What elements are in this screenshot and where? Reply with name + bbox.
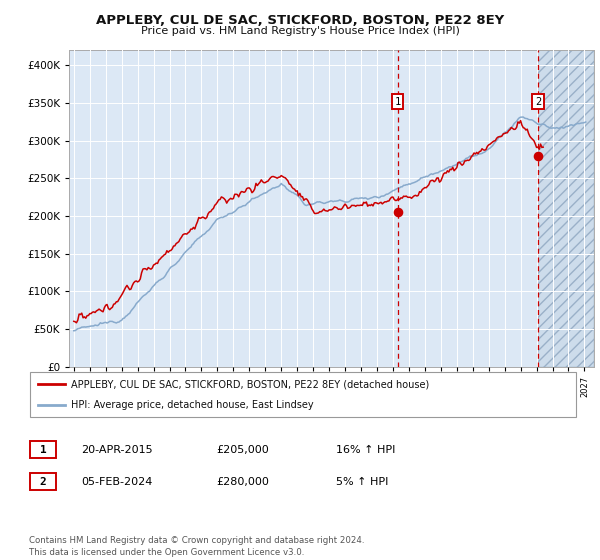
Text: APPLEBY, CUL DE SAC, STICKFORD, BOSTON, PE22 8EY (detached house): APPLEBY, CUL DE SAC, STICKFORD, BOSTON, … <box>71 380 429 390</box>
Text: 1: 1 <box>40 445 47 455</box>
Bar <box>538 50 594 367</box>
Text: 05-FEB-2024: 05-FEB-2024 <box>81 477 152 487</box>
Point <box>393 208 403 217</box>
Text: 1: 1 <box>394 97 401 106</box>
FancyBboxPatch shape <box>30 473 56 490</box>
Bar <box>538 50 594 367</box>
FancyBboxPatch shape <box>30 441 56 458</box>
Text: Price paid vs. HM Land Registry's House Price Index (HPI): Price paid vs. HM Land Registry's House … <box>140 26 460 36</box>
Text: HPI: Average price, detached house, East Lindsey: HPI: Average price, detached house, East… <box>71 400 314 410</box>
Text: 2: 2 <box>535 97 541 106</box>
FancyBboxPatch shape <box>30 372 576 417</box>
Text: 20-APR-2015: 20-APR-2015 <box>81 445 152 455</box>
Point <box>533 151 543 160</box>
Text: Contains HM Land Registry data © Crown copyright and database right 2024.
This d: Contains HM Land Registry data © Crown c… <box>29 536 364 557</box>
Text: £280,000: £280,000 <box>216 477 269 487</box>
Text: 5% ↑ HPI: 5% ↑ HPI <box>336 477 388 487</box>
Text: 2: 2 <box>40 477 47 487</box>
Text: APPLEBY, CUL DE SAC, STICKFORD, BOSTON, PE22 8EY: APPLEBY, CUL DE SAC, STICKFORD, BOSTON, … <box>96 14 504 27</box>
Text: £205,000: £205,000 <box>216 445 269 455</box>
Text: 16% ↑ HPI: 16% ↑ HPI <box>336 445 395 455</box>
